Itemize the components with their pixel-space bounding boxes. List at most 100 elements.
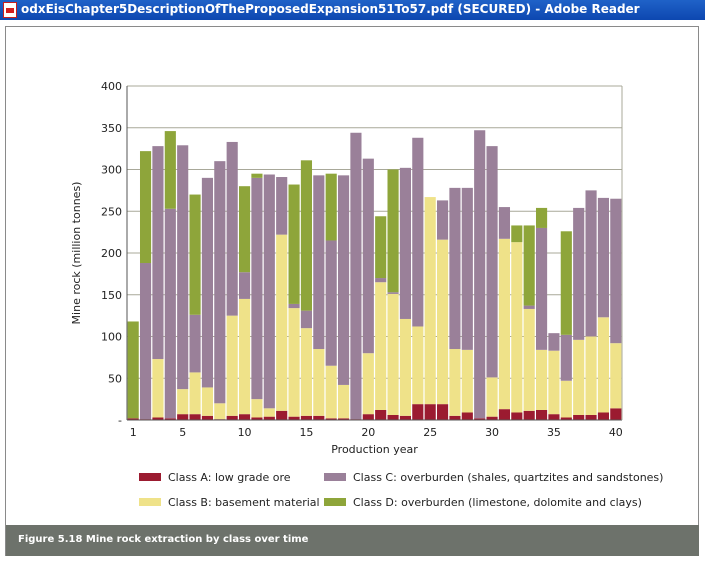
bar-segment	[449, 349, 461, 416]
bar-segment	[313, 349, 325, 416]
bar-segment	[251, 399, 263, 418]
bar-segment	[164, 208, 176, 419]
x-tick-label: 15	[299, 426, 313, 439]
bar-segment	[276, 410, 288, 420]
bar-segment	[238, 414, 251, 420]
y-tick-label: 300	[101, 164, 122, 177]
bar-segment	[585, 336, 597, 415]
bar-segment	[189, 414, 201, 420]
bar-segment	[511, 412, 523, 420]
bar-segment	[548, 350, 560, 415]
bar-segment	[424, 197, 436, 405]
legend-swatch	[324, 473, 346, 481]
x-tick-label: 1	[130, 426, 137, 439]
y-tick-label: 100	[101, 331, 122, 344]
bar-segment	[585, 414, 597, 420]
bar-segment	[350, 132, 362, 420]
bar-segment	[461, 187, 473, 350]
bar-segment	[535, 349, 548, 410]
bar-segment	[201, 177, 214, 388]
bar-segment	[511, 242, 523, 413]
bar-segment	[375, 216, 387, 279]
bar-segment	[585, 190, 597, 337]
bar-segment	[177, 145, 189, 390]
bar-segment	[325, 240, 337, 366]
bar-segment	[288, 416, 300, 420]
bar-segment	[325, 173, 337, 241]
bar-segment	[139, 263, 152, 420]
bar-segment	[152, 146, 164, 360]
legend-label: Class D: overburden (limestone, dolomite…	[353, 496, 642, 509]
bar-segment	[139, 151, 152, 264]
bar-segment	[337, 418, 350, 420]
bar-segment	[523, 308, 535, 411]
bar-segment	[152, 359, 164, 418]
bar-segment	[498, 207, 511, 239]
y-tick-label: 350	[101, 122, 122, 135]
bar-segment	[238, 186, 251, 273]
bar-segment	[362, 414, 374, 420]
bar-segment	[263, 416, 275, 420]
bar-segment	[226, 315, 238, 416]
bar-segment	[610, 343, 622, 409]
legend-label: Class B: basement material	[168, 496, 320, 509]
bar-segment	[313, 415, 325, 420]
bar-segment	[387, 292, 399, 294]
bar-segment	[523, 305, 535, 309]
bar-segment	[251, 173, 263, 178]
bar-segment	[573, 414, 585, 420]
y-axis-title: Mine rock (million tonnes)	[70, 182, 83, 325]
bar-segment	[573, 207, 585, 340]
bar-segment	[424, 404, 436, 420]
bar-segment	[498, 238, 511, 410]
document-page: -50 100 150 200 250 300 350 400 1 5 10 15 20 25 30 35 40…	[5, 26, 699, 556]
bar-segment	[337, 175, 350, 385]
x-tick-label: 40	[609, 426, 623, 439]
bar-segment	[474, 418, 486, 420]
x-tick-label: 20	[361, 426, 375, 439]
bar-segment	[164, 418, 176, 420]
x-tick-label: 25	[423, 426, 437, 439]
y-tick-label: -	[118, 414, 122, 427]
bar-segment	[177, 389, 189, 415]
legend-label: Class A: low grade ore	[168, 471, 291, 484]
bar-segment	[263, 174, 275, 409]
bar-segment	[560, 417, 572, 420]
y-tick-label: 200	[101, 247, 122, 260]
bar-segment	[189, 372, 201, 415]
bar-segment	[412, 404, 424, 420]
bar-segment	[300, 160, 313, 311]
bar-segment	[412, 326, 424, 405]
bar-segment	[177, 414, 189, 420]
bar-segment	[238, 272, 251, 299]
bar-segment	[276, 234, 288, 411]
bar-segment	[189, 314, 201, 373]
bar-segment	[461, 349, 473, 413]
bar-segment	[375, 282, 387, 410]
bar-segment	[189, 194, 201, 315]
bar-segment	[251, 417, 263, 420]
bar-segment	[375, 409, 387, 420]
bar-segment	[573, 339, 585, 415]
bar-segment	[535, 207, 548, 228]
bar-segment	[387, 414, 399, 420]
bar-segment	[226, 141, 238, 316]
bar-segment	[597, 317, 610, 413]
bar-segment	[610, 408, 622, 420]
y-tick-label: 250	[101, 205, 122, 218]
bar-segment	[523, 225, 535, 306]
x-tick-label: 5	[179, 426, 186, 439]
bar-segment	[597, 197, 610, 318]
bar-segment	[214, 161, 226, 404]
bar-segment	[251, 177, 263, 400]
bar-segment	[560, 380, 572, 418]
bar-segment	[313, 175, 325, 350]
bar-segment	[548, 414, 560, 420]
y-tick-label: 150	[101, 289, 122, 302]
bar-segment	[399, 415, 412, 420]
bar-segment	[127, 321, 139, 419]
bar-segment	[387, 293, 399, 415]
window-title: odxEisChapter5DescriptionOfTheProposedEx…	[21, 2, 640, 16]
bar-segment	[337, 384, 350, 419]
